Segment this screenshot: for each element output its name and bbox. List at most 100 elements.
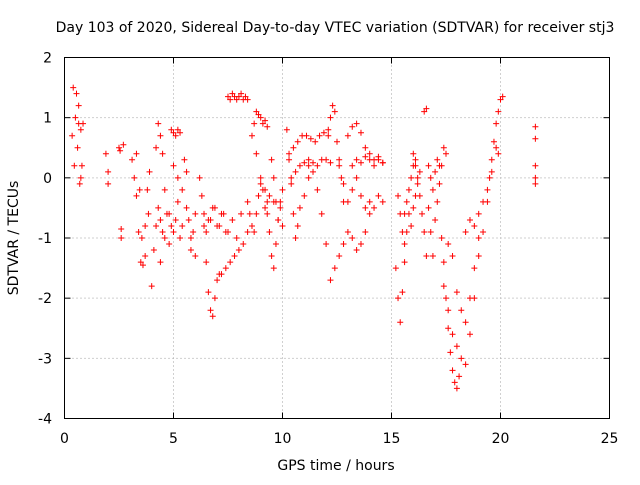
- data-point: [116, 144, 122, 151]
- data-point: [72, 114, 79, 121]
- data-point: [201, 210, 208, 217]
- data-point: [471, 265, 478, 272]
- y-tick-label: 0: [43, 171, 52, 187]
- data-point: [238, 210, 245, 217]
- data-point: [486, 174, 493, 181]
- data-point: [412, 156, 419, 163]
- data-point: [153, 222, 160, 229]
- data-point: [379, 159, 386, 166]
- data-point: [288, 180, 295, 187]
- data-point: [133, 150, 140, 157]
- data-point: [159, 228, 166, 235]
- data-point: [75, 102, 82, 109]
- data-point: [133, 192, 140, 199]
- data-point: [490, 138, 497, 145]
- data-point: [181, 156, 188, 163]
- data-point: [318, 210, 325, 217]
- data-point: [172, 132, 179, 139]
- data-point: [220, 210, 227, 217]
- data-point: [257, 180, 264, 187]
- data-point: [294, 138, 301, 145]
- data-point: [222, 265, 229, 272]
- data-point: [229, 90, 236, 97]
- data-point: [303, 132, 310, 139]
- data-point: [238, 90, 245, 97]
- data-point: [443, 150, 449, 157]
- data-point: [74, 144, 81, 151]
- data-point: [69, 132, 76, 139]
- data-point: [432, 168, 439, 175]
- data-point: [207, 216, 214, 223]
- data-point: [211, 204, 218, 211]
- data-point: [77, 126, 84, 133]
- data-point: [405, 186, 412, 193]
- data-point: [403, 228, 410, 235]
- data-point: [240, 241, 247, 248]
- data-point: [266, 192, 273, 199]
- data-point: [325, 126, 332, 133]
- data-point: [142, 222, 149, 229]
- data-point: [257, 114, 264, 121]
- data-point: [438, 162, 445, 169]
- data-point: [316, 132, 323, 139]
- x-axis-ticks: 0 5 10 15 20 25: [60, 57, 618, 447]
- data-point: [449, 367, 456, 374]
- data-point: [155, 120, 162, 127]
- data-point: [231, 253, 238, 260]
- data-point: [174, 198, 181, 205]
- data-point: [438, 235, 445, 241]
- data-point: [410, 204, 417, 211]
- data-point: [266, 228, 273, 235]
- data-point: [427, 228, 434, 235]
- data-point: [357, 241, 364, 248]
- data-point: [179, 222, 186, 229]
- data-point: [227, 96, 234, 103]
- data-point: [305, 162, 312, 169]
- data-point: [161, 186, 168, 193]
- data-point: [408, 222, 415, 229]
- data-point: [340, 180, 347, 187]
- data-point: [227, 259, 234, 266]
- data-point: [253, 108, 260, 115]
- data-point: [172, 216, 179, 223]
- x-tick-label: 15: [383, 431, 401, 447]
- data-point: [209, 313, 216, 320]
- grid-lines: [64, 57, 610, 419]
- data-point: [357, 129, 364, 136]
- data-point: [201, 222, 208, 229]
- data-point: [310, 159, 317, 166]
- data-point: [279, 222, 286, 229]
- data-point: [475, 253, 482, 260]
- data-point: [73, 90, 80, 97]
- data-point: [362, 153, 369, 160]
- data-point: [423, 105, 430, 112]
- data-point: [484, 198, 491, 205]
- data-point: [225, 228, 231, 235]
- data-point: [336, 156, 343, 163]
- data-point: [179, 186, 186, 193]
- data-point: [190, 228, 197, 235]
- data-point: [244, 198, 251, 205]
- data-point: [480, 228, 487, 235]
- data-point: [144, 186, 151, 193]
- data-point: [174, 126, 181, 133]
- data-point: [532, 135, 539, 142]
- data-point: [264, 123, 271, 130]
- data-point: [466, 331, 473, 338]
- x-tick-label: 10: [274, 431, 292, 447]
- data-point: [327, 277, 334, 284]
- data-point: [290, 210, 297, 217]
- data-point: [170, 129, 177, 136]
- data-point: [155, 204, 162, 211]
- data-point: [532, 162, 539, 169]
- data-point: [198, 192, 205, 199]
- data-point: [475, 210, 482, 217]
- data-point: [429, 253, 436, 260]
- data-point: [251, 120, 258, 127]
- data-point: [362, 204, 369, 211]
- data-point: [129, 156, 136, 163]
- data-point: [414, 180, 421, 187]
- data-point: [203, 259, 210, 266]
